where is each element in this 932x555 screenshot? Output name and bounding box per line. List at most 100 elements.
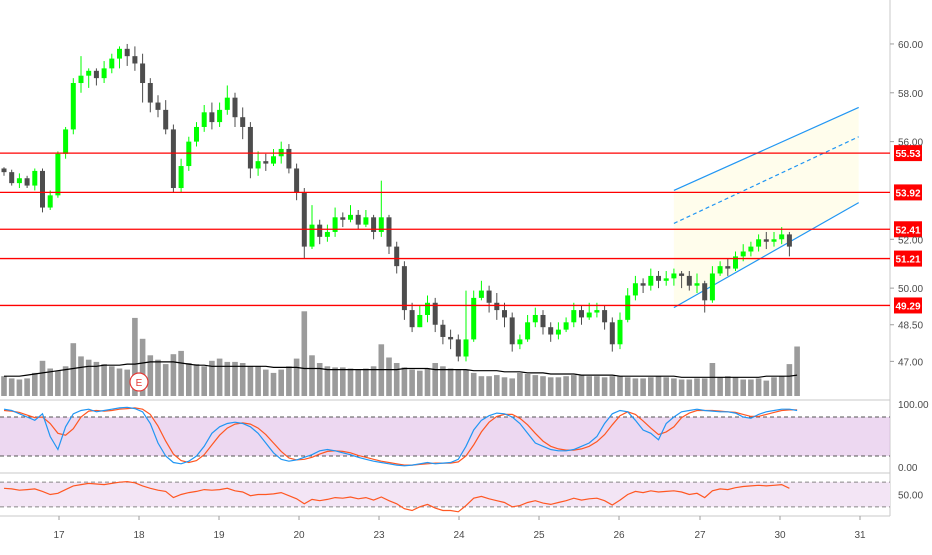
channel-middle-line[interactable] [673, 136, 859, 224]
time-axis[interactable]: 17 18 19 20 23 24 25 26 27 30 31 [53, 516, 866, 541]
candle[interactable] [440, 319, 446, 345]
candle[interactable] [363, 209, 369, 228]
candle[interactable] [232, 92, 238, 127]
candle[interactable] [317, 219, 323, 245]
candle[interactable] [709, 266, 715, 303]
stochastic-pane[interactable]: 100.00 0.00 [0, 400, 929, 474]
candle[interactable] [517, 334, 523, 350]
candles[interactable] [1, 43, 792, 362]
candle[interactable] [463, 290, 469, 362]
candle[interactable] [425, 295, 430, 323]
candle[interactable] [432, 297, 438, 333]
candle[interactable] [93, 68, 99, 86]
candle[interactable] [671, 268, 677, 286]
candle[interactable] [332, 207, 338, 237]
candle[interactable] [101, 61, 107, 84]
candle[interactable] [170, 124, 176, 193]
candle[interactable] [656, 271, 661, 289]
candle[interactable] [155, 95, 161, 118]
candle[interactable] [478, 280, 484, 301]
candle[interactable] [78, 56, 84, 93]
candle[interactable] [417, 305, 423, 328]
candle[interactable] [532, 307, 538, 328]
candle[interactable] [86, 68, 92, 88]
candle[interactable] [301, 188, 307, 259]
earnings-marker[interactable]: E [129, 372, 149, 392]
candle[interactable] [24, 175, 30, 189]
candle[interactable] [163, 100, 169, 135]
candle[interactable] [509, 312, 515, 352]
candle[interactable] [471, 290, 477, 342]
candle[interactable] [779, 227, 785, 245]
candle[interactable] [70, 78, 76, 135]
candle[interactable] [609, 317, 615, 352]
candle[interactable] [355, 209, 361, 230]
candle[interactable] [448, 329, 454, 350]
candle[interactable] [186, 136, 192, 171]
candle[interactable] [540, 310, 546, 335]
candle[interactable] [632, 275, 638, 301]
candle[interactable] [786, 231, 792, 257]
candle[interactable] [756, 234, 762, 252]
candle[interactable] [309, 205, 315, 250]
candle[interactable] [247, 122, 253, 179]
candle[interactable] [733, 251, 738, 272]
candle[interactable] [117, 46, 122, 69]
candle[interactable] [571, 302, 577, 328]
stochastic-k-line[interactable] [3, 406, 798, 467]
candle[interactable] [263, 153, 269, 171]
candle[interactable] [725, 258, 731, 276]
candle[interactable] [663, 271, 669, 286]
candle[interactable] [679, 271, 685, 289]
earnings-circle[interactable] [129, 372, 149, 392]
candle[interactable] [579, 305, 584, 325]
candle[interactable] [348, 205, 353, 223]
candle[interactable] [201, 104, 207, 132]
candle[interactable] [194, 122, 199, 147]
candle[interactable] [1, 167, 7, 176]
candle[interactable] [386, 214, 392, 254]
candle[interactable] [394, 241, 400, 274]
candle[interactable] [455, 334, 461, 362]
candle[interactable] [9, 169, 15, 186]
candle[interactable] [502, 302, 507, 328]
candle[interactable] [686, 271, 692, 291]
candle[interactable] [717, 261, 723, 276]
candle[interactable] [771, 231, 777, 247]
candle[interactable] [494, 293, 500, 320]
candle[interactable] [271, 148, 276, 167]
candle[interactable] [294, 163, 300, 201]
candle[interactable] [340, 212, 346, 228]
candle[interactable] [617, 312, 623, 350]
candle[interactable] [409, 302, 415, 333]
candle[interactable] [255, 151, 261, 176]
candle[interactable] [132, 46, 138, 71]
candle[interactable] [640, 278, 646, 294]
rsi-line[interactable] [3, 480, 790, 513]
candle[interactable] [748, 241, 754, 257]
candle[interactable] [525, 314, 531, 342]
candle[interactable] [548, 322, 554, 342]
candle[interactable] [286, 144, 292, 174]
price-axis[interactable]: 60.00 58.00 56.00 52.00 50.00 48.50 47.00 [890, 40, 923, 368]
candle[interactable] [217, 102, 223, 127]
candle[interactable] [224, 85, 230, 115]
candle[interactable] [124, 43, 130, 66]
candle[interactable] [109, 53, 115, 74]
candle[interactable] [563, 317, 569, 333]
candle[interactable] [555, 322, 561, 340]
candle[interactable] [209, 102, 215, 130]
candle[interactable] [371, 214, 377, 240]
candle[interactable] [55, 151, 61, 198]
candle[interactable] [40, 168, 45, 213]
candle[interactable] [486, 285, 492, 313]
candle[interactable] [16, 173, 22, 189]
candle[interactable] [763, 231, 769, 250]
channel-upper-line[interactable] [673, 106, 859, 192]
candle[interactable] [140, 53, 146, 103]
candle[interactable] [602, 305, 608, 330]
candle[interactable] [694, 273, 700, 294]
candle[interactable] [378, 180, 384, 237]
